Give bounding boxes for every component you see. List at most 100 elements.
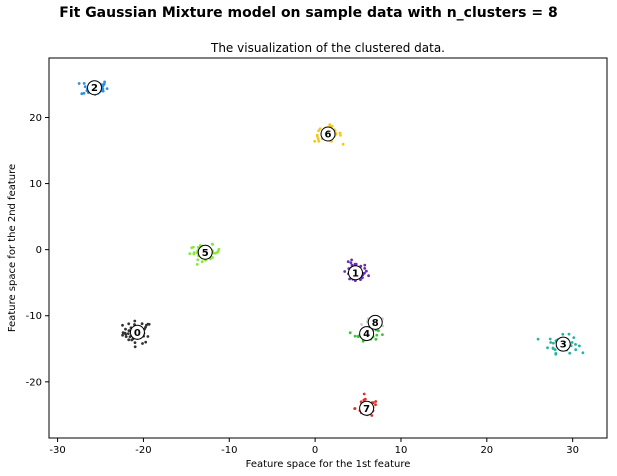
cluster-centers-layer: 0 1 2 3 4 5 6 7 8 bbox=[86, 80, 571, 416]
data-point bbox=[313, 139, 317, 143]
data-point bbox=[103, 80, 106, 84]
data-point bbox=[124, 335, 128, 338]
data-point bbox=[211, 243, 215, 246]
cluster-center-4: 4 bbox=[359, 326, 375, 342]
data-point bbox=[318, 127, 322, 131]
cluster-center-3: 3 bbox=[555, 336, 571, 352]
y-axis-label: Feature space for the 2nd feature bbox=[7, 164, 18, 332]
data-point bbox=[353, 407, 357, 410]
cluster-center-1: 1 bbox=[347, 265, 363, 281]
data-point bbox=[357, 335, 360, 338]
data-point bbox=[188, 252, 192, 256]
data-point bbox=[141, 342, 144, 345]
data-point bbox=[133, 345, 137, 349]
data-point bbox=[350, 263, 354, 267]
data-point bbox=[121, 333, 124, 337]
cluster-center-5: 5 bbox=[197, 244, 213, 260]
center-label: 5 bbox=[202, 248, 209, 259]
x-axis-label: Feature space for the 1st feature bbox=[246, 459, 411, 470]
center-label: 4 bbox=[363, 329, 370, 340]
center-marker bbox=[555, 336, 571, 352]
center-marker bbox=[359, 326, 375, 342]
data-point bbox=[551, 347, 555, 350]
data-point bbox=[371, 401, 375, 405]
data-point bbox=[360, 323, 363, 326]
data-point bbox=[353, 262, 357, 266]
x-tick-label: 20 bbox=[480, 445, 493, 456]
data-point bbox=[554, 352, 558, 356]
data-point bbox=[316, 137, 320, 141]
x-axis-ticks: -30 -20 -10 0 10 20 30 bbox=[49, 438, 579, 456]
x-tick-label: 30 bbox=[566, 445, 579, 456]
data-point bbox=[370, 414, 374, 417]
data-point bbox=[339, 133, 342, 137]
data-point bbox=[375, 333, 379, 337]
data-point bbox=[144, 340, 148, 344]
data-point bbox=[546, 346, 549, 350]
data-point bbox=[82, 82, 86, 85]
data-point bbox=[367, 274, 370, 278]
data-point bbox=[123, 331, 127, 335]
x-tick-label: 0 bbox=[312, 445, 318, 456]
center-label: 7 bbox=[363, 404, 370, 415]
data-point bbox=[133, 341, 137, 344]
center-marker bbox=[320, 126, 336, 142]
center-marker bbox=[129, 324, 145, 340]
data-point bbox=[211, 256, 214, 259]
data-point bbox=[121, 323, 124, 327]
data-point bbox=[196, 258, 200, 262]
data-point bbox=[126, 332, 130, 335]
data-point bbox=[548, 337, 552, 341]
data-point bbox=[350, 258, 353, 262]
plot-area bbox=[48, 57, 608, 439]
data-point bbox=[83, 85, 87, 89]
data-point bbox=[574, 348, 578, 352]
data-point bbox=[343, 270, 347, 273]
center-marker bbox=[86, 80, 102, 96]
data-point bbox=[146, 335, 150, 338]
data-point bbox=[317, 139, 321, 143]
data-point bbox=[338, 131, 342, 135]
y-tick-label: -20 bbox=[26, 377, 42, 388]
cluster-center-7: 7 bbox=[359, 400, 375, 416]
data-point bbox=[348, 277, 351, 281]
data-point bbox=[570, 341, 574, 344]
center-label: 3 bbox=[560, 340, 567, 351]
data-point bbox=[578, 344, 581, 348]
data-point bbox=[192, 251, 196, 255]
data-point bbox=[217, 247, 221, 251]
y-tick-label: 0 bbox=[36, 245, 42, 256]
y-axis-ticks: -20 -10 0 10 20 bbox=[26, 113, 49, 388]
data-point bbox=[365, 269, 368, 273]
data-point bbox=[195, 263, 199, 266]
data-point bbox=[77, 82, 81, 85]
y-tick-label: 10 bbox=[29, 179, 42, 190]
y-tick-label: -10 bbox=[26, 311, 42, 322]
center-label: 0 bbox=[134, 328, 141, 339]
data-point bbox=[377, 329, 380, 333]
data-point bbox=[353, 334, 357, 338]
data-point bbox=[200, 260, 204, 264]
data-point bbox=[216, 250, 220, 254]
data-point bbox=[374, 400, 378, 403]
data-point bbox=[552, 341, 555, 345]
center-marker bbox=[347, 265, 363, 281]
data-point bbox=[124, 327, 127, 331]
data-point bbox=[140, 322, 144, 326]
x-tick-label: 10 bbox=[395, 445, 408, 456]
data-point bbox=[561, 332, 565, 336]
chart-title: The visualization of the clustered data. bbox=[210, 41, 445, 55]
center-label: 2 bbox=[91, 83, 98, 94]
cluster-center-0: 0 bbox=[129, 324, 145, 340]
data-point bbox=[363, 267, 367, 270]
data-point bbox=[82, 91, 86, 95]
data-point bbox=[346, 260, 350, 263]
data-point bbox=[196, 246, 200, 249]
center-marker bbox=[197, 244, 213, 260]
data-point bbox=[381, 333, 384, 336]
figure-suptitle: Fit Gaussian Mixture model on sample dat… bbox=[59, 5, 558, 21]
center-label: 8 bbox=[372, 318, 379, 329]
data-point bbox=[334, 132, 338, 136]
center-label: 6 bbox=[325, 130, 332, 141]
